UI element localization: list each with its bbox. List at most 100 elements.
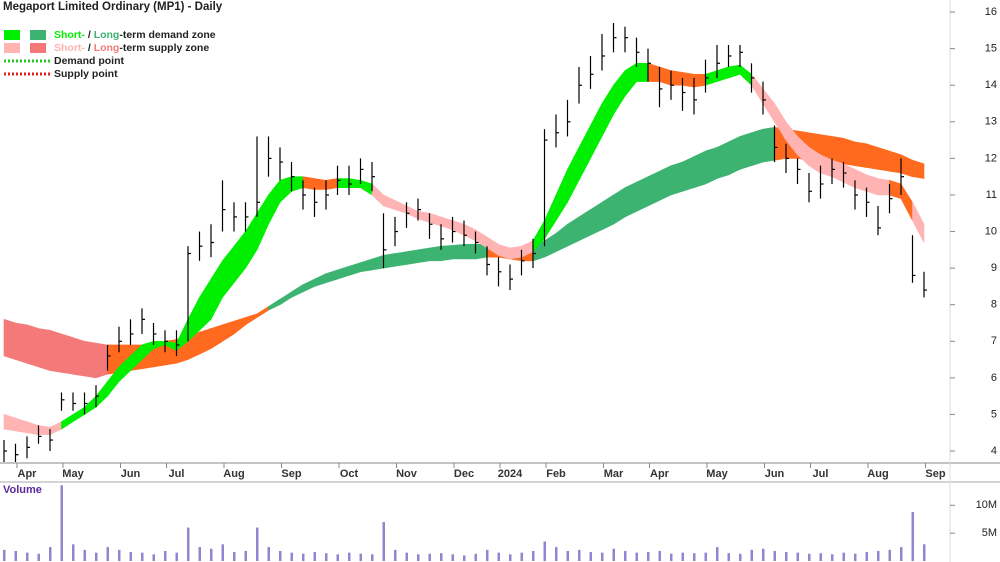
zone-segment <box>762 126 775 163</box>
zone-segment <box>325 178 338 190</box>
legend-swatch <box>30 30 46 40</box>
volume-bar <box>83 549 86 561</box>
volume-bar <box>451 554 454 561</box>
zone-segment <box>693 73 706 88</box>
volume-bar <box>658 550 661 561</box>
zone-segment <box>314 178 327 190</box>
x-tick-label: Oct <box>340 468 359 480</box>
volume-bar <box>819 553 822 561</box>
y-tick-label: 15 <box>985 43 997 55</box>
volume-bar <box>704 552 707 561</box>
legend-label: Supply point <box>54 68 118 80</box>
volume-bar <box>175 552 178 561</box>
volume-bar <box>37 553 40 561</box>
volume-bar <box>911 511 914 561</box>
volume-bar <box>256 527 259 561</box>
zone-segment <box>61 333 74 375</box>
volume-bar <box>923 544 926 561</box>
volume-bar <box>831 554 834 561</box>
volume-bar <box>716 547 719 561</box>
volume-bar <box>187 527 190 561</box>
y-tick-label: 11 <box>986 189 997 201</box>
zone-segment <box>682 72 695 88</box>
zone-segment <box>26 324 39 368</box>
volume-bar <box>578 549 581 561</box>
zone-segment <box>302 176 315 190</box>
volume-bar <box>325 553 328 561</box>
zone-segment <box>877 147 890 172</box>
volume-bar <box>267 547 270 561</box>
volume-bar <box>244 550 247 561</box>
zone-segment <box>647 170 660 207</box>
zone-segment <box>889 150 902 174</box>
legend-swatch <box>30 43 46 53</box>
volume-bar <box>72 544 75 561</box>
zone-segment <box>417 247 430 263</box>
volume-bar <box>532 550 535 561</box>
volume-bar <box>727 553 730 561</box>
zone-segment <box>84 340 97 379</box>
volume-bar <box>773 550 776 561</box>
zone-segment <box>739 132 752 170</box>
zone-segment <box>348 178 361 188</box>
volume-bar <box>279 550 282 561</box>
volume-bar <box>543 541 546 561</box>
volume-bar <box>842 552 845 561</box>
x-tick-label: Jul <box>813 468 829 480</box>
y-tick-label: 10 <box>985 225 997 237</box>
volume-bar <box>118 549 121 561</box>
volume-bar <box>877 550 880 561</box>
zone-segment <box>38 328 51 371</box>
x-tick-label: Aug <box>223 468 244 480</box>
x-tick-label: Nov <box>396 468 418 480</box>
y-tick-label: 4 <box>991 445 997 457</box>
y-tick-label: 9 <box>991 262 997 274</box>
volume-bar <box>486 549 489 561</box>
volume-bar <box>428 553 431 561</box>
volume-bar <box>693 553 696 561</box>
volume-bar <box>589 552 592 561</box>
volume-bar <box>60 485 63 561</box>
volume-bar <box>566 550 569 561</box>
volume-bar <box>624 550 627 561</box>
volume-bar <box>302 553 305 561</box>
volume-bar <box>854 553 857 561</box>
legend-label: Demand point <box>54 55 125 67</box>
zone-segment <box>751 128 764 167</box>
zone-segment <box>394 251 407 267</box>
zone-segment <box>831 136 844 165</box>
x-tick-label: Apr <box>18 468 38 480</box>
x-tick-label: Apr <box>650 468 670 480</box>
x-tick-label: Jun <box>121 468 141 480</box>
volume-bar <box>417 554 420 561</box>
zone-segment <box>452 244 465 260</box>
volume-bar <box>474 553 477 561</box>
zone-segment <box>705 147 718 185</box>
volume-bar <box>394 549 397 561</box>
legend-swatch <box>4 30 20 40</box>
zone-segment <box>15 322 28 364</box>
zone-segment <box>682 156 695 192</box>
volume-bar <box>95 552 98 561</box>
x-tick-label: Aug <box>867 468 888 480</box>
volume-bar <box>14 550 17 561</box>
x-tick-label: Mar <box>604 468 624 480</box>
volume-bar <box>509 554 512 561</box>
volume-bar <box>762 548 765 561</box>
zone-segment <box>463 244 476 260</box>
zone-segment <box>728 135 741 176</box>
volume-bar <box>647 552 650 561</box>
zone-segment <box>383 253 396 269</box>
volume-bar <box>808 553 811 561</box>
zone-segment <box>670 161 683 196</box>
volume-bar <box>336 554 339 561</box>
volume-bar <box>520 552 523 561</box>
zone-segment <box>854 141 867 168</box>
zone-segment <box>912 202 925 243</box>
legend-label: Short- / Long-term demand zone <box>54 29 216 41</box>
volume-bar <box>555 547 558 561</box>
zone-segment <box>636 176 649 212</box>
volume-bar <box>612 548 615 561</box>
volume-tick-label: 5M <box>982 527 997 539</box>
